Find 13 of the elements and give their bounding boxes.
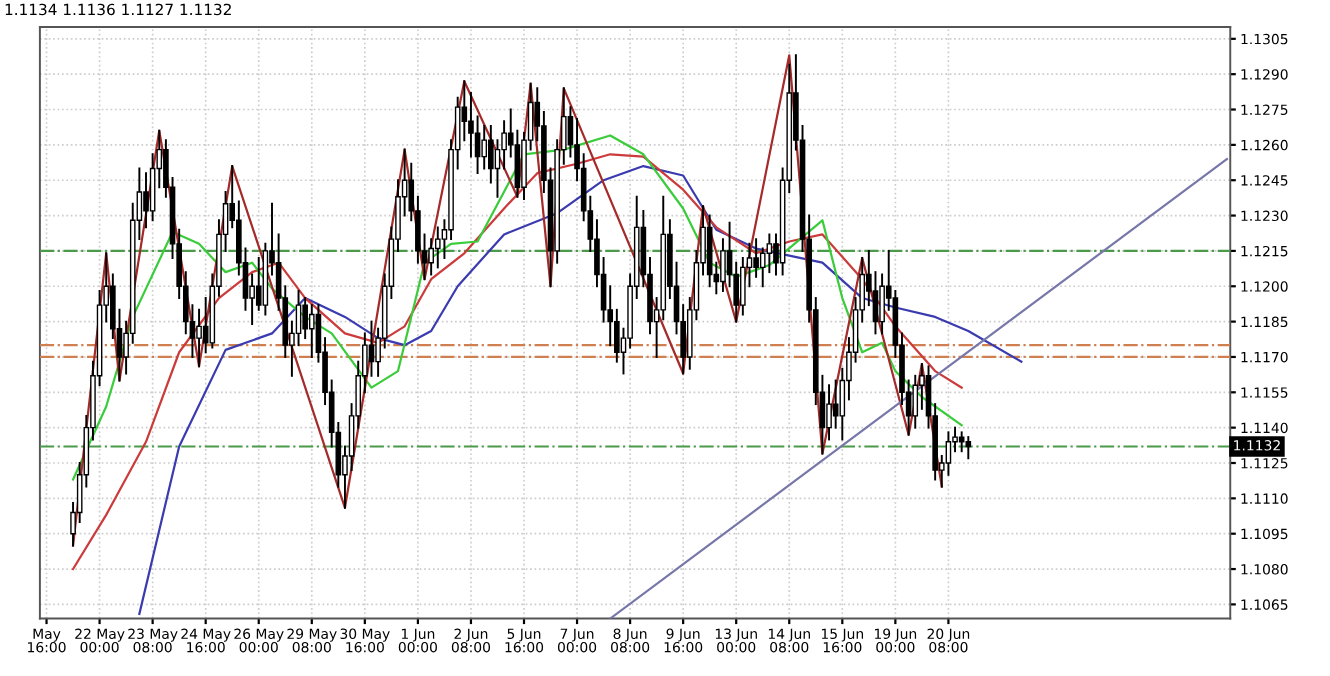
candlestick (196, 308, 202, 368)
line-series (71, 54, 943, 547)
candlestick (965, 436, 972, 460)
candlestick (434, 226, 441, 269)
candlestick (143, 172, 149, 229)
candlestick (308, 304, 315, 358)
candlestick (368, 320, 375, 377)
candlestick (481, 125, 488, 170)
candlestick (753, 238, 759, 278)
line-series (138, 164, 1023, 615)
candlestick (958, 431, 965, 453)
candlestick (826, 384, 832, 441)
candlestick (832, 379, 839, 429)
